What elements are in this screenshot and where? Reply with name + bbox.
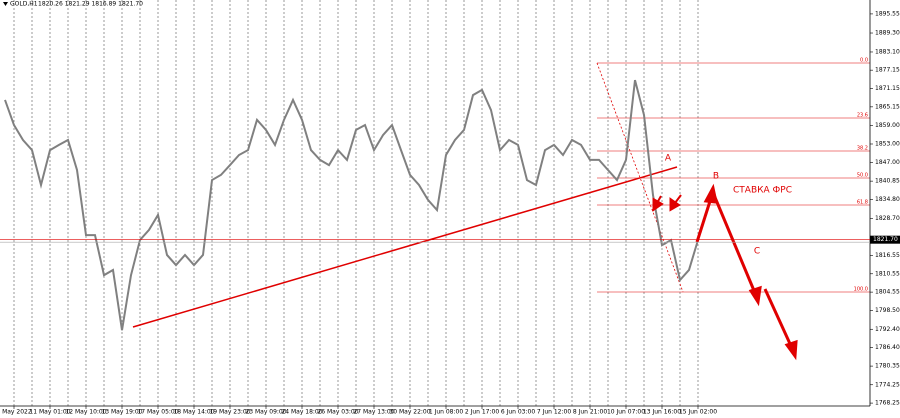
- y-tick-label: 1877.15: [875, 67, 900, 74]
- x-tick-label: 6 Jun 03:00: [501, 409, 535, 416]
- y-tick-label: 1774.25: [875, 381, 900, 388]
- fibo-diagonal: [596, 62, 684, 293]
- price-line: [4, 79, 699, 331]
- x-tick-label: 26 May 03:00: [317, 409, 358, 416]
- arrow: [674, 194, 682, 204]
- x-tick-label: 9 May 2022: [0, 409, 32, 416]
- fibo-label: 38.2: [857, 146, 868, 152]
- y-tick-label: 1810.55: [875, 270, 900, 277]
- x-tick-label: 24 May 18:00: [281, 409, 322, 416]
- fibo-label: 50.0: [857, 173, 868, 179]
- y-tick-label: 1883.10: [875, 48, 900, 55]
- annotation: B: [713, 172, 719, 182]
- x-tick-label: 23 May 09:00: [245, 409, 286, 416]
- y-tick-label: 1786.40: [875, 344, 900, 351]
- y-tick-label: 1840.85: [875, 178, 900, 185]
- y-tick-label: 1792.40: [875, 326, 900, 333]
- y-tick-label: 1889.30: [875, 30, 900, 37]
- header-icon: [3, 2, 8, 6]
- arrow-head: [784, 339, 798, 361]
- x-tick-label: 8 Jun 21:00: [573, 409, 607, 416]
- fibo-label: 23.6: [857, 113, 868, 119]
- y-tick-label: 1768.25: [875, 400, 900, 407]
- x-tick-label: 13 May 19:00: [101, 409, 142, 416]
- y-tick-label: 1895.55: [875, 10, 900, 17]
- x-tick-label: 1 Jun 08:00: [429, 409, 463, 416]
- y-tick-label: 1871.15: [875, 85, 900, 92]
- y-tick-label: 1798.50: [875, 307, 900, 314]
- symbol: GOLD,H1: [10, 1, 38, 8]
- x-tick-label: 2 Jun 17:00: [465, 409, 499, 416]
- y-tick-label: 1865.15: [875, 103, 900, 110]
- y-tick-label: 1859.00: [875, 122, 900, 129]
- arrows: [652, 183, 798, 361]
- x-tick-label: 27 May 13:00: [353, 409, 394, 416]
- annotation: A: [665, 154, 672, 164]
- trendline: [132, 166, 678, 328]
- annotation: C: [754, 247, 760, 257]
- ohlc: 1820.26 1821.29 1816.89 1821.70: [38, 1, 143, 8]
- x-tick-label: 7 Jun 12:00: [537, 409, 571, 416]
- arrow: [695, 197, 713, 243]
- x-tick-label: 11 May 01:00: [29, 409, 70, 416]
- last-price-box: [870, 235, 900, 244]
- x-tick-label: 12 May 10:00: [65, 409, 106, 416]
- x-tick-label: 18 May 14:00: [173, 409, 214, 416]
- arrow-head: [669, 197, 681, 212]
- arrow-head: [748, 285, 762, 307]
- y-tick-label: 1853.00: [875, 140, 900, 147]
- fibo-label: 100.0: [854, 287, 868, 293]
- y-tick-label: 1780.35: [875, 363, 900, 370]
- fibo-label: 0.0: [860, 58, 868, 64]
- series: [4, 79, 699, 331]
- y-tick-label: 1834.80: [875, 196, 900, 203]
- annotation: СТАВКА ФРС: [733, 186, 792, 196]
- arrow: [763, 288, 793, 347]
- fibonacci: 0.0 23.6 38.2 50.0 61.8 100.0: [596, 58, 870, 293]
- x-tick-label: 30 May 22:00: [389, 409, 430, 416]
- y-tick-label: 1828.70: [875, 215, 900, 222]
- arrow: [712, 194, 757, 294]
- x-tick-label: 13 Jun 16:00: [643, 409, 681, 416]
- last-price-label: 1821.70: [873, 236, 898, 243]
- y-tick-label: 1804.55: [875, 289, 900, 296]
- x-tick-label: 15 Jun 02:00: [679, 409, 717, 416]
- x-tick-label: 19 May 23:00: [209, 409, 250, 416]
- y-tick-label: 1847.00: [875, 159, 900, 166]
- arrow-head: [652, 197, 664, 212]
- x-tick-label: 10 Jun 07:00: [607, 409, 645, 416]
- x-tick-label: 17 May 05:00: [137, 409, 178, 416]
- fibo-label: 61.8: [857, 200, 868, 206]
- y-tick-label: 1816.55: [875, 252, 900, 259]
